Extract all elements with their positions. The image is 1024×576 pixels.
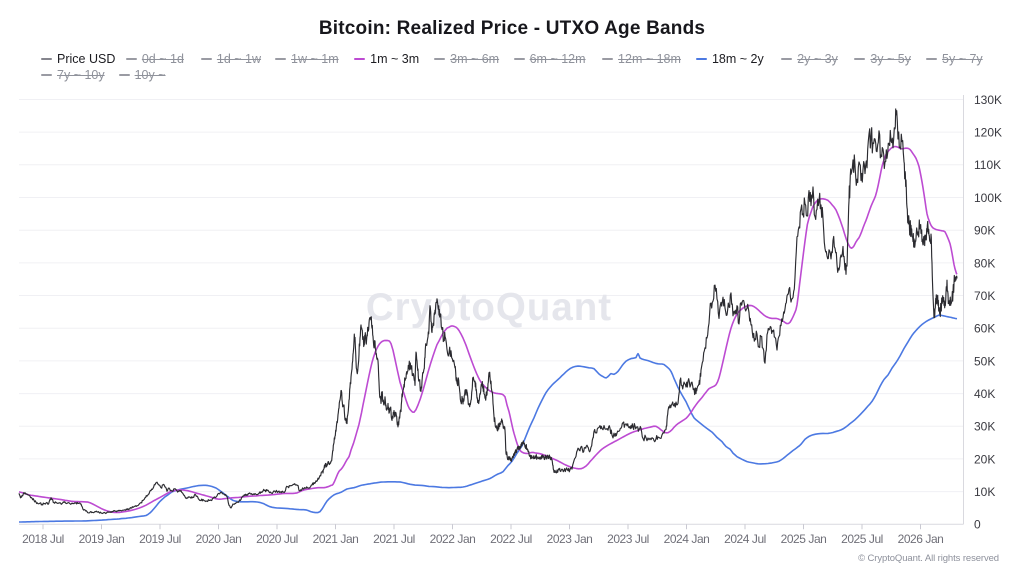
svg-text:2025 Jul: 2025 Jul	[841, 532, 883, 546]
svg-text:2019 Jul: 2019 Jul	[139, 532, 181, 546]
svg-text:10K: 10K	[974, 485, 995, 499]
svg-text:20K: 20K	[974, 452, 995, 466]
svg-text:50K: 50K	[974, 354, 995, 368]
svg-text:2021 Jul: 2021 Jul	[373, 532, 415, 546]
svg-text:90K: 90K	[974, 224, 995, 238]
svg-text:40K: 40K	[974, 387, 995, 401]
svg-text:130K: 130K	[974, 93, 1002, 107]
svg-text:CryptoQuant: CryptoQuant	[366, 286, 612, 329]
svg-text:2023 Jan: 2023 Jan	[547, 532, 593, 546]
svg-text:2025 Jan: 2025 Jan	[781, 532, 827, 546]
svg-text:2022 Jan: 2022 Jan	[430, 532, 476, 546]
svg-text:2018 Jul: 2018 Jul	[22, 532, 64, 546]
svg-text:0: 0	[974, 518, 981, 532]
svg-text:2024 Jul: 2024 Jul	[724, 532, 766, 546]
svg-text:2022 Jul: 2022 Jul	[490, 532, 532, 546]
svg-text:2026 Jan: 2026 Jan	[898, 532, 944, 546]
svg-text:30K: 30K	[974, 420, 995, 434]
svg-text:2023 Jul: 2023 Jul	[607, 532, 649, 546]
svg-text:70K: 70K	[974, 289, 995, 303]
svg-text:2019 Jan: 2019 Jan	[79, 532, 125, 546]
svg-text:2020 Jan: 2020 Jan	[196, 532, 242, 546]
svg-text:120K: 120K	[974, 126, 1002, 140]
svg-text:60K: 60K	[974, 322, 995, 336]
svg-text:100K: 100K	[974, 191, 1002, 205]
svg-text:2020 Jul: 2020 Jul	[256, 532, 298, 546]
svg-text:110K: 110K	[974, 158, 1001, 172]
svg-text:2024 Jan: 2024 Jan	[664, 532, 710, 546]
svg-text:80K: 80K	[974, 256, 995, 270]
svg-text:2021 Jan: 2021 Jan	[313, 532, 359, 546]
